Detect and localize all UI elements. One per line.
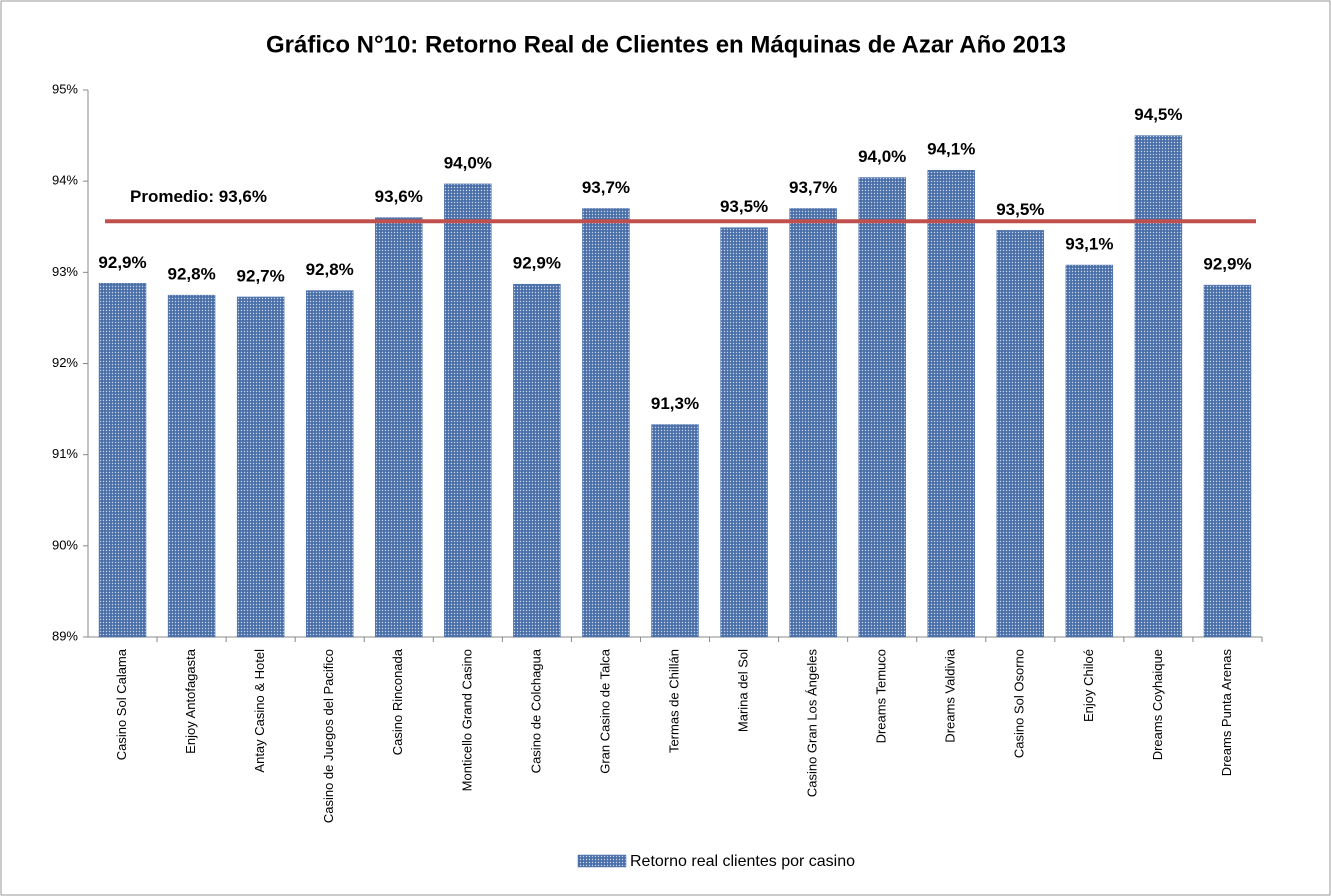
bar	[582, 208, 630, 638]
x-tick-label: Enjoy Antofagasta	[183, 648, 198, 754]
x-tick-label: Dreams Coyhaique	[1150, 649, 1165, 760]
bar	[651, 424, 699, 638]
bar	[167, 294, 216, 638]
x-tick-label: Casino Sol Calama	[114, 648, 129, 760]
x-tick-label: Casino Sol Osorno	[1012, 649, 1027, 758]
data-label: 93,6%	[375, 187, 423, 206]
chart-title: Gráfico N°10: Retorno Real de Clientes e…	[266, 31, 1066, 58]
y-tick-label: 92%	[52, 355, 78, 370]
y-tick-label: 95%	[52, 81, 78, 96]
bar	[98, 283, 147, 638]
data-label: 92,9%	[1203, 255, 1251, 274]
data-label: 93,7%	[582, 178, 630, 197]
x-tick-label: Casino de Juegos del Pacifico	[321, 649, 336, 823]
legend-swatch	[577, 854, 627, 868]
bar	[444, 183, 492, 638]
x-tick-label: Termas de Chillán	[666, 649, 681, 753]
x-tick-label: Casino Gran Los Ángeles	[805, 649, 820, 798]
data-label: 93,1%	[1065, 235, 1113, 254]
data-label: 94,0%	[444, 153, 492, 172]
data-label: 92,9%	[98, 253, 146, 272]
x-tick-label: Antay Casino & Hotel	[252, 649, 267, 773]
x-tick-label: Enjoy Chiloé	[1081, 649, 1096, 722]
average-label: Promedio: 93,6%	[130, 187, 267, 206]
data-label: 93,5%	[996, 200, 1044, 219]
y-tick-label: 91%	[52, 446, 78, 461]
data-label: 92,7%	[237, 266, 285, 285]
legend-label: Retorno real clientes por casino	[630, 853, 855, 870]
bar	[720, 227, 768, 638]
x-tick-label: Dreams Valdivia	[943, 648, 958, 742]
bar	[996, 230, 1045, 638]
data-label: 92,9%	[513, 254, 561, 273]
x-tick-label: Gran Casino de Talca	[597, 648, 612, 774]
data-label: 93,7%	[789, 178, 837, 197]
bar	[236, 296, 285, 638]
data-label: 92,8%	[306, 260, 354, 279]
bar	[305, 290, 354, 638]
data-label: 94,0%	[858, 147, 906, 166]
y-tick-label: 94%	[52, 173, 78, 188]
y-tick-label: 90%	[52, 537, 78, 552]
x-tick-label: Casino Rinconada	[390, 648, 405, 755]
x-tick-label: Dreams Temuco	[874, 649, 889, 743]
y-tick-label: 93%	[52, 264, 78, 279]
x-tick-label: Casino de Colchagua	[528, 648, 543, 773]
bar	[1203, 284, 1252, 638]
bar	[789, 208, 837, 638]
bar	[1065, 264, 1114, 638]
bar	[1134, 135, 1183, 638]
y-tick-label: 89%	[52, 628, 78, 643]
bar	[513, 283, 561, 638]
bar	[375, 217, 423, 638]
x-tick-label: Monticello Grand Casino	[459, 649, 474, 791]
x-tick-label: Dreams Punta Arenas	[1219, 649, 1234, 777]
bar	[927, 169, 975, 638]
data-label: 94,1%	[927, 140, 975, 159]
data-label: 92,8%	[167, 265, 215, 284]
data-label: 91,3%	[651, 394, 699, 413]
data-label: 93,5%	[720, 197, 768, 216]
data-label: 94,5%	[1134, 105, 1182, 124]
x-tick-label: Marina del Sol	[735, 649, 750, 732]
bar	[858, 177, 906, 638]
